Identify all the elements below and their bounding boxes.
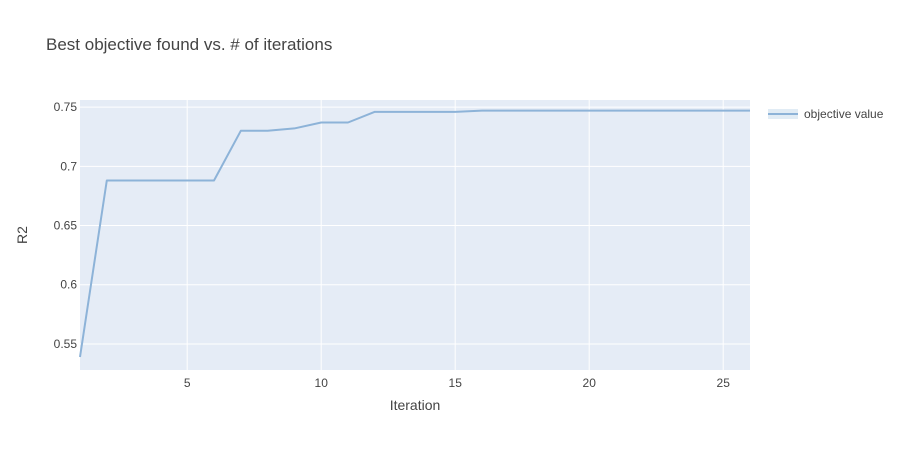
y-tick-label: 0.7 — [60, 159, 77, 173]
x-tick-label: 10 — [315, 376, 329, 390]
y-tick-label: 0.6 — [60, 278, 77, 292]
grid-lines — [80, 100, 750, 370]
legend-label: objective value — [804, 107, 884, 121]
y-axis-ticks: 0.55 0.6 0.65 0.7 0.75 — [54, 100, 78, 351]
x-tick-label: 5 — [184, 376, 191, 390]
y-tick-label: 0.55 — [54, 337, 78, 351]
x-tick-label: 15 — [449, 376, 463, 390]
series-line-objective-value[interactable] — [79, 109, 750, 358]
y-tick-label: 0.75 — [54, 100, 78, 114]
x-tick-label: 25 — [717, 376, 731, 390]
y-axis-title: R2 — [14, 226, 30, 244]
x-axis-title: Iteration — [390, 397, 441, 413]
plot-area — [80, 100, 750, 370]
legend[interactable]: objective value — [768, 107, 884, 121]
x-axis-ticks: 5 10 15 20 25 — [184, 376, 730, 390]
x-tick-label: 20 — [583, 376, 597, 390]
chart-title: Best objective found vs. # of iterations — [46, 35, 332, 54]
series-layer — [79, 109, 750, 358]
y-tick-label: 0.65 — [54, 219, 78, 233]
